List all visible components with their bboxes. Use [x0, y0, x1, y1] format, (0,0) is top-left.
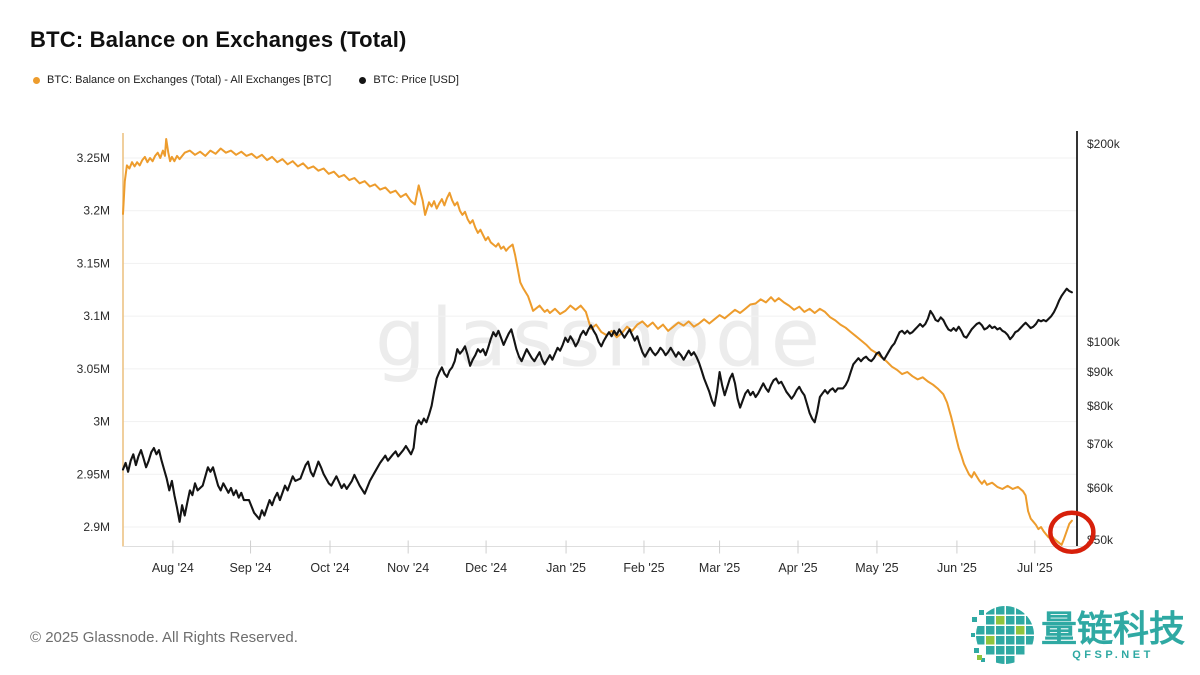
page-title: BTC: Balance on Exchanges (Total) [30, 27, 407, 52]
series-line-price [121, 287, 1073, 523]
x-tick-label: Aug '24 [152, 561, 194, 575]
left-tick-label: 3.05M [77, 362, 110, 376]
left-tick-label: 3M [93, 415, 110, 429]
legend-dot-orange-icon [33, 76, 40, 84]
gridlines [123, 157, 1077, 528]
brand-site: QFSP.NET [1072, 649, 1154, 662]
series-line-balance [122, 138, 1073, 546]
x-tick-label: Jun '25 [937, 561, 977, 575]
right-tick-label: $100k [1087, 335, 1121, 349]
left-tick-label: 3.15M [77, 256, 110, 270]
x-tick-label: Jan '25 [546, 561, 586, 575]
x-tick-label: Feb '25 [623, 561, 664, 575]
right-tick-label: $60k [1087, 481, 1114, 495]
right-tick-label: $200k [1087, 137, 1121, 151]
branding-logo: 量链科技 QFSP.NET [971, 603, 1185, 667]
chart-legend: BTC: Balance on Exchanges (Total) - All … [33, 74, 459, 86]
left-tick-label: 2.95M [77, 467, 110, 481]
x-tick-label: Sep '24 [230, 561, 272, 575]
legend-label-price: BTC: Price [USD] [373, 74, 459, 86]
copyright-text: © 2025 Glassnode. All Rights Reserved. [30, 629, 298, 646]
x-tick-label: Jul '25 [1017, 561, 1053, 575]
annotation-circle [1048, 510, 1096, 555]
right-tick-label: $90k [1087, 365, 1114, 379]
x-tick-label: Mar '25 [699, 561, 740, 575]
x-tick-label: Nov '24 [387, 561, 429, 575]
series-lines [121, 138, 1073, 546]
right-tick-label: $70k [1087, 437, 1114, 451]
left-tick-label: 3.25M [77, 151, 110, 165]
brand-name: 量链科技 [1041, 607, 1186, 649]
left-tick-label: 3.1M [83, 309, 110, 323]
x-tick-label: Dec '24 [465, 561, 507, 575]
chart-plot-area[interactable]: Aug '24 Sep '24 Oct '24 Nov '24 Dec '24 Jan '… [0, 115, 1200, 590]
x-tick-label: Apr '25 [778, 561, 817, 575]
legend-dot-black-icon [359, 76, 367, 84]
left-tick-label: 3.2M [83, 204, 110, 218]
legend-label-balance: BTC: Balance on Exchanges (Total) - All … [47, 74, 332, 86]
left-tick-label: 2.9M [83, 520, 110, 534]
x-tick-label: May '25 [855, 561, 898, 575]
legend-item-balance[interactable]: BTC: Balance on Exchanges (Total) - All … [33, 74, 331, 86]
right-tick-label: $80k [1087, 399, 1114, 413]
pixel-circle-logo-icon [971, 606, 1034, 664]
axis-labels: Aug '24 Sep '24 Oct '24 Nov '24 Dec '24 Jan '… [77, 137, 1121, 575]
legend-item-price[interactable]: BTC: Price [USD] [359, 74, 459, 86]
x-tick-label: Oct '24 [310, 561, 349, 575]
